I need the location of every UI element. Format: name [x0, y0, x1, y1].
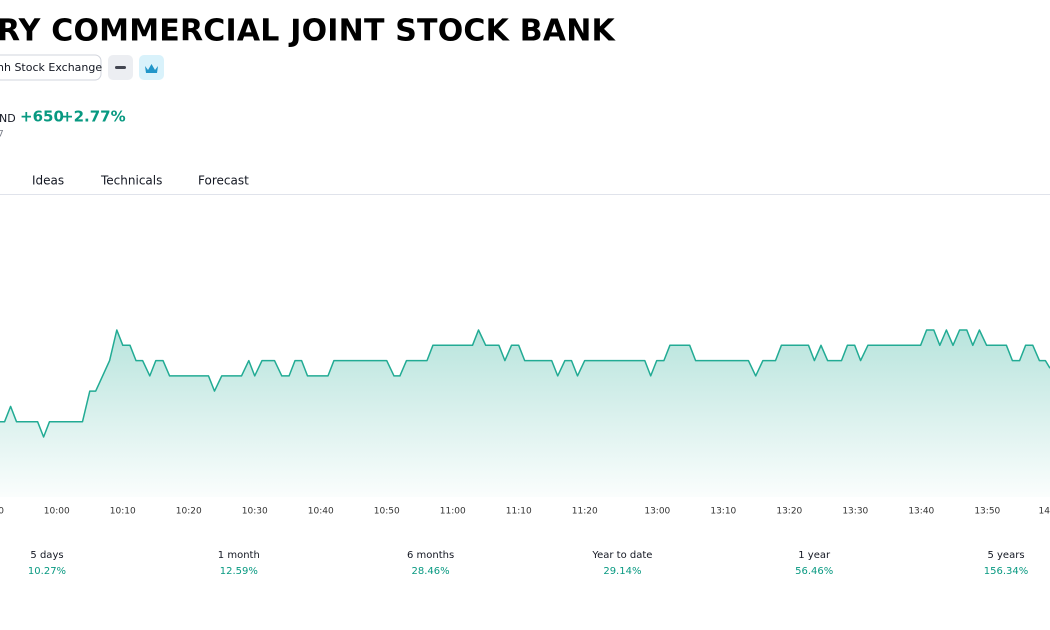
performance-period: 1 year: [798, 550, 831, 561]
tab[interactable]: Technicals: [100, 174, 162, 188]
tab[interactable]: Ideas: [32, 174, 64, 188]
x-tick-label: 11:10: [506, 507, 532, 517]
x-tick-label: 13:40: [908, 507, 934, 517]
price-line: [0, 329, 1050, 438]
exchange-button[interactable]: [0, 54, 102, 81]
performance-period: 6 months: [407, 550, 454, 561]
performance-period: 1 month: [218, 550, 260, 561]
x-tick-label: 13:10: [710, 507, 736, 517]
performance-period: 5 years: [987, 550, 1024, 561]
performance-change: 56.46%: [795, 566, 833, 577]
performance-change: 28.46%: [412, 566, 450, 577]
price-change-percent: +2.77%: [61, 108, 126, 126]
x-tick-label: 13:30: [842, 507, 868, 517]
x-tick-label: 10:10: [110, 507, 136, 517]
x-tick-label: 13:50: [974, 507, 1000, 517]
tab[interactable]: Forecast: [198, 174, 249, 188]
note: 7: [0, 130, 4, 140]
x-tick-label: 10:20: [176, 507, 202, 517]
performance-change: 10.27%: [28, 566, 66, 577]
performance-period: 5 days: [30, 550, 63, 561]
x-tick-label: 13:00: [644, 507, 670, 517]
x-tick-label: 10:30: [242, 507, 268, 517]
x-tick-label: 10:50: [374, 507, 400, 517]
performance-change: 156.34%: [984, 566, 1029, 577]
area-fill: [0, 330, 1050, 497]
exchange-label[interactable]: nh Stock Exchange: [0, 61, 102, 74]
performance-change: 29.14%: [603, 566, 641, 577]
icon-dash: [115, 66, 126, 69]
performance-period: Year to date: [591, 550, 652, 561]
x-tick-label: 13:20: [776, 507, 802, 517]
x-tick-label: 14: [1039, 507, 1050, 517]
performance-change: 12.59%: [220, 566, 258, 577]
crown-icon: [145, 64, 158, 73]
x-tick-label: 0: [0, 507, 4, 517]
x-tick-label: 11:00: [440, 507, 466, 517]
x-tick-label: 11:20: [572, 507, 598, 517]
symbol-title: RY COMMERCIAL JOINT STOCK BANK: [0, 14, 617, 49]
currency: ND: [0, 112, 16, 125]
price-change: +650: [20, 108, 64, 126]
x-tick-label: 10:40: [308, 507, 334, 517]
x-tick-label: 10:00: [44, 507, 70, 517]
